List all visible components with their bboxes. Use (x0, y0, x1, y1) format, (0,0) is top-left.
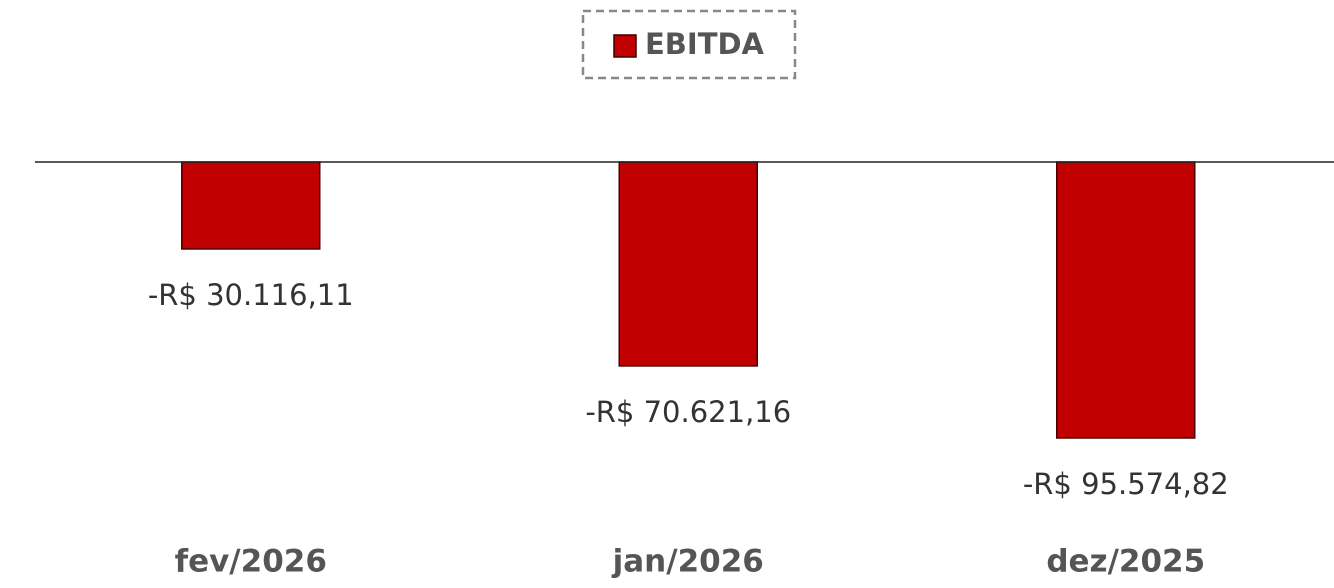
bar (181, 161, 321, 250)
bar (618, 161, 758, 367)
x-tick-label: jan/2026 (611, 544, 764, 580)
value-label: -R$ 70.621,16 (585, 395, 791, 429)
x-tick-label: dez/2025 (1046, 544, 1205, 580)
value-label: -R$ 95.574,82 (1023, 467, 1229, 501)
x-tick-label: fev/2026 (175, 544, 327, 580)
legend-label: EBITDA (645, 27, 765, 61)
legend-swatch (613, 34, 637, 58)
legend-box (581, 9, 797, 80)
bar (1056, 161, 1196, 439)
value-label: -R$ 30.116,11 (148, 278, 354, 312)
